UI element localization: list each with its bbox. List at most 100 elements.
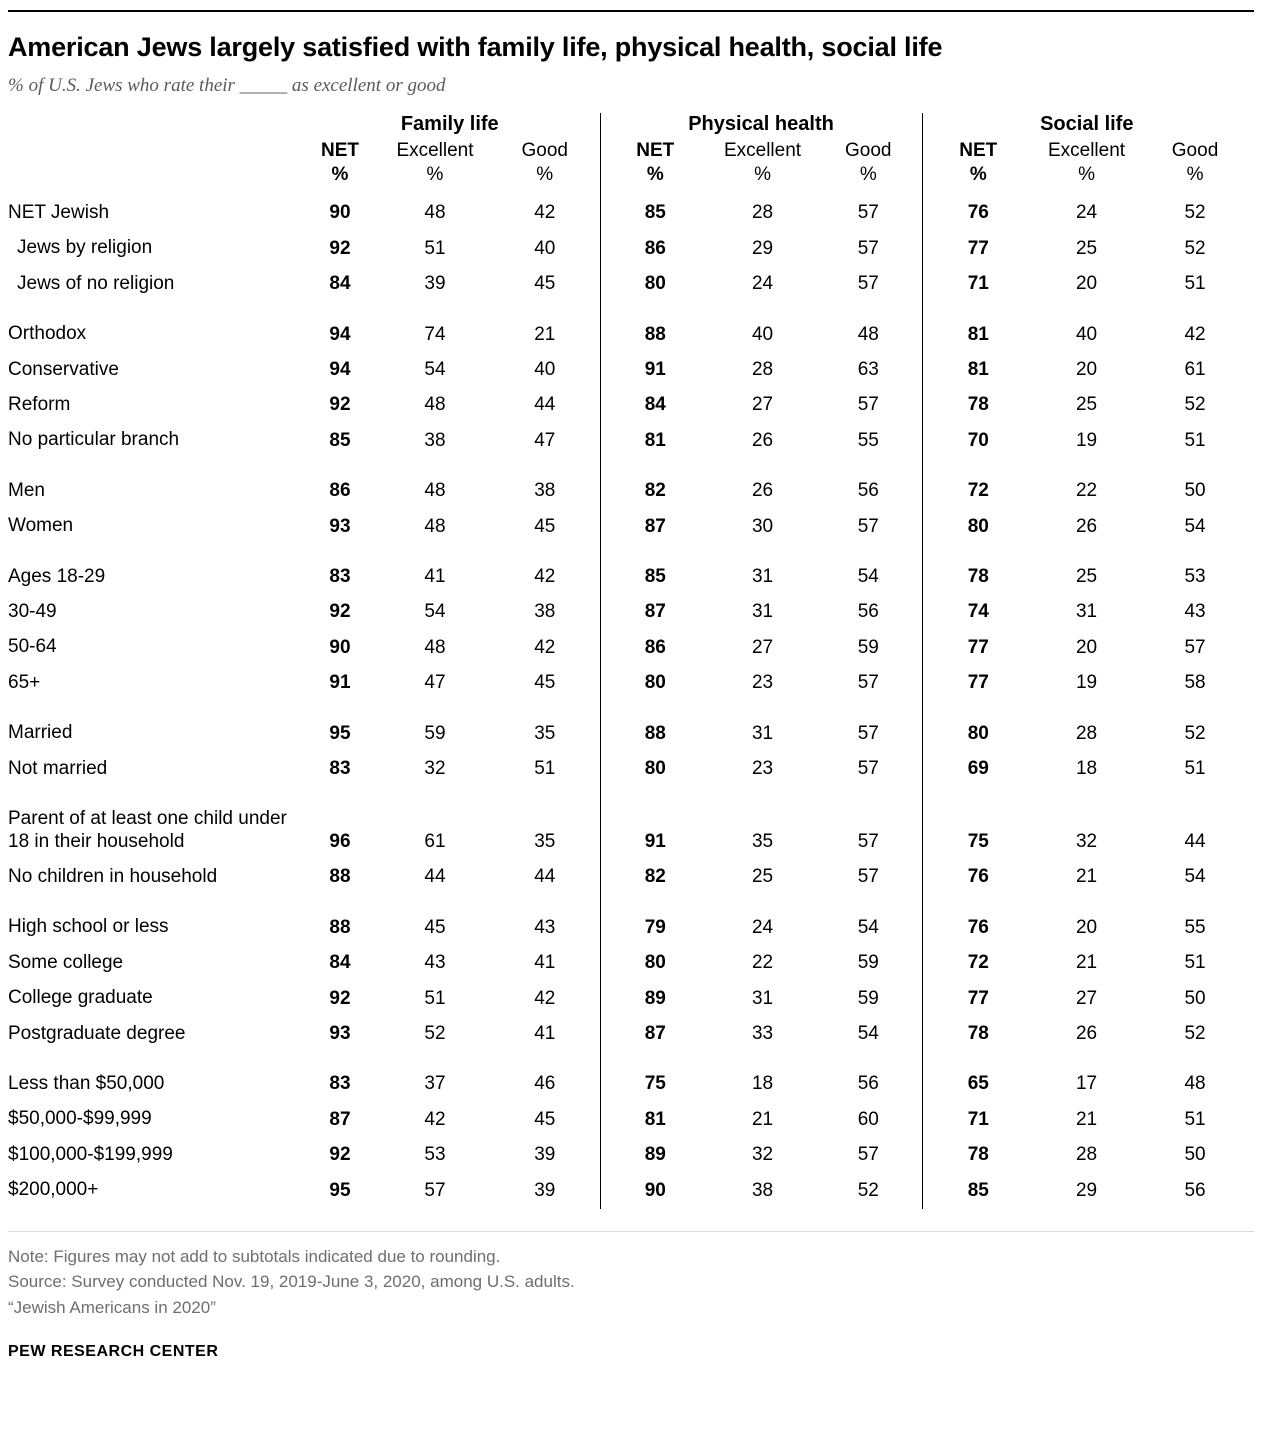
value-cell: 28 <box>1075 1144 1098 1166</box>
value-cell: 51 <box>1184 429 1206 451</box>
row-label: Men <box>8 479 45 501</box>
net-value: 65 <box>921 1066 1035 1103</box>
net-value: 87 <box>599 1016 711 1052</box>
value-cell: 38 <box>751 1179 774 1201</box>
table-row: Ages 18-29 83 41 42 85 31 54 78 25 53 <box>8 559 1251 596</box>
value-cell: 23 <box>751 672 774 694</box>
net-value: 94 <box>329 323 351 345</box>
row-label: Parent of at least one child under 18 in… <box>8 808 287 852</box>
value-cell: 26 <box>751 429 774 451</box>
value-cell: 45 <box>534 1108 556 1130</box>
net-value: 93 <box>329 515 351 537</box>
value-cell: 47 <box>534 429 556 451</box>
net-value: 84 <box>329 273 351 295</box>
value-cell: 57 <box>857 866 879 888</box>
value-cell: 57 <box>424 1179 446 1201</box>
value-cell: 63 <box>857 359 879 381</box>
value-cell: 24 <box>751 273 774 295</box>
row-label: No particular branch <box>8 429 180 451</box>
unit-label: % <box>426 164 444 185</box>
net-value: 80 <box>921 509 1035 545</box>
subcolumn-label: NET <box>599 140 711 164</box>
value-cell: 31 <box>751 722 774 744</box>
value-cell: 54 <box>424 359 446 381</box>
net-value: 82 <box>599 859 711 896</box>
value-cell: 54 <box>424 601 446 623</box>
value-cell: 28 <box>751 202 774 224</box>
value-cell: 26 <box>1075 515 1098 537</box>
net-value: 84 <box>329 952 351 974</box>
value-cell: 42 <box>534 636 556 658</box>
table-row: Reform 92 48 44 84 27 57 78 25 52 <box>8 388 1251 424</box>
net-value: 81 <box>921 352 1035 389</box>
value-cell: 21 <box>1075 952 1098 974</box>
net-value: 82 <box>599 473 711 510</box>
column-group-label: Social life <box>921 113 1252 140</box>
value-cell: 57 <box>857 1144 879 1166</box>
value-cell: 27 <box>751 394 774 416</box>
net-value: 78 <box>921 559 1035 596</box>
table-row: College graduate 92 51 42 89 31 59 77 27 50 <box>8 981 1251 1017</box>
value-cell: 57 <box>857 722 879 744</box>
net-value: 71 <box>921 1102 1035 1138</box>
value-cell: 25 <box>1075 394 1098 416</box>
footer: Note: Figures may not add to subtotals i… <box>8 1230 1254 1365</box>
spacer-cell <box>8 1052 600 1067</box>
net-value: 87 <box>599 509 711 545</box>
table-row: Men 86 48 38 82 26 56 72 22 50 <box>8 473 1251 510</box>
value-cell: 57 <box>857 515 879 537</box>
net-value: 77 <box>921 981 1035 1017</box>
value-cell: 43 <box>424 952 446 974</box>
value-cell: 44 <box>424 866 446 888</box>
net-value: 70 <box>921 423 1035 459</box>
footer-source: Source: Survey conducted Nov. 19, 2019-J… <box>8 1272 575 1292</box>
net-value: 90 <box>329 636 351 658</box>
row-label: Ages 18-29 <box>8 565 106 587</box>
table-row: $50,000-$99,999 87 42 45 81 21 60 71 21 51 <box>8 1102 1251 1138</box>
subcolumn-label: Excellent <box>1047 140 1126 161</box>
spacer-cell <box>8 701 600 716</box>
net-value: 95 <box>329 1179 351 1201</box>
net-value: 69 <box>921 751 1035 788</box>
unit-row: %%%%%%%%% <box>8 164 1251 196</box>
table-row: $100,000-$199,999 92 53 39 89 32 57 78 28 50 <box>8 1137 1251 1174</box>
net-value: 72 <box>921 473 1035 510</box>
value-cell: 45 <box>424 916 446 938</box>
value-cell: 27 <box>1075 987 1098 1009</box>
value-cell: 48 <box>857 323 879 345</box>
value-cell: 22 <box>751 952 774 974</box>
net-value: 87 <box>329 1108 351 1130</box>
spacer-cell <box>8 787 600 802</box>
value-cell: 55 <box>1184 916 1206 938</box>
net-value: 78 <box>921 1016 1035 1052</box>
value-cell: 56 <box>857 601 879 623</box>
spacer-cell <box>921 1051 1252 1067</box>
value-cell: 61 <box>424 830 446 852</box>
value-cell: 25 <box>1075 237 1098 259</box>
value-cell: 26 <box>1075 1022 1098 1044</box>
value-cell: 59 <box>857 952 879 974</box>
value-cell: 48 <box>424 202 446 224</box>
value-cell: 31 <box>751 566 774 588</box>
net-value: 88 <box>329 916 351 938</box>
net-value: 85 <box>599 196 711 232</box>
row-label: Reform <box>8 394 71 416</box>
unit-label: % <box>859 164 877 185</box>
table-row: Not married 83 32 51 80 23 57 69 18 51 <box>8 751 1251 788</box>
value-cell: 51 <box>1184 1108 1206 1130</box>
group-spacer <box>8 302 1252 318</box>
value-cell: 41 <box>424 566 446 588</box>
value-cell: 52 <box>1184 1022 1206 1044</box>
value-cell: 22 <box>1075 480 1098 502</box>
unit-label: % <box>1186 164 1204 185</box>
row-label: Less than $50,000 <box>8 1072 165 1094</box>
value-cell: 20 <box>1075 636 1098 658</box>
spacer-cell <box>599 1051 923 1067</box>
value-cell: 46 <box>534 1073 556 1095</box>
value-cell: 20 <box>1075 273 1098 295</box>
row-label: 30-49 <box>8 601 57 623</box>
value-cell: 42 <box>534 987 556 1009</box>
net-value: 92 <box>329 1144 351 1166</box>
value-cell: 52 <box>424 1022 446 1044</box>
group-spacer <box>8 701 1252 717</box>
